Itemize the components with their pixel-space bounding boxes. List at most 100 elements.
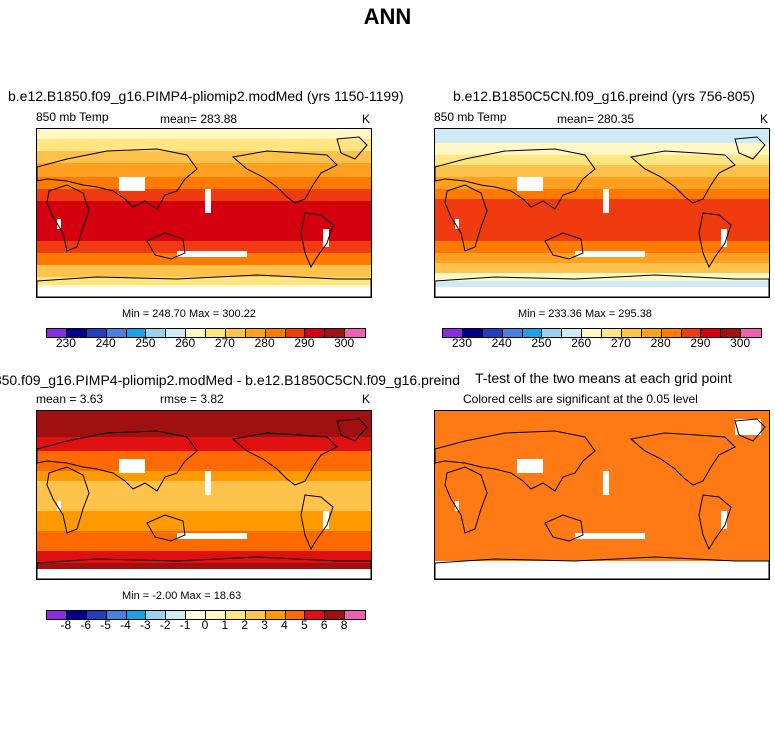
coastline xyxy=(444,466,488,534)
colorbar-tick-label: 280 xyxy=(254,336,275,350)
panel-3-title: b.e12.B1850.f09_g16.PIMP4-pliomip2.modMe… xyxy=(0,372,460,388)
colorbar-swatch xyxy=(66,611,87,619)
panel-1-map xyxy=(36,128,372,298)
panel-3-colorbar xyxy=(46,610,366,620)
panel-2-stats: Min = 233.36 Max = 295.38 xyxy=(518,308,652,320)
colorbar-swatch xyxy=(146,329,167,337)
colorbar-swatch xyxy=(721,329,742,337)
colorbar-swatch xyxy=(522,329,543,337)
panel-4-map xyxy=(434,410,770,580)
colorbar-tick-label: 230 xyxy=(55,336,76,350)
colorbar-tick-label: 300 xyxy=(730,336,751,350)
colorbar-tick-label: 260 xyxy=(175,336,196,350)
colorbar-swatch xyxy=(305,611,326,619)
colorbar-tick-label: 4 xyxy=(281,618,288,632)
colorbar-swatch xyxy=(66,329,87,337)
coastline xyxy=(231,432,338,486)
coastline xyxy=(146,232,186,260)
colorbar-swatch xyxy=(225,329,246,337)
colorbar-swatch xyxy=(661,329,682,337)
colorbar-swatch xyxy=(166,329,187,337)
colorbar-tick-label: 270 xyxy=(610,336,631,350)
panel-1-stats: Min = 248.70 Max = 300.22 xyxy=(122,308,256,320)
panel-1-map-plot xyxy=(37,129,371,297)
colorbar-swatch xyxy=(265,611,286,619)
colorbar-swatch xyxy=(621,329,642,337)
colorbar-swatch xyxy=(562,329,583,337)
colorbar-swatch xyxy=(325,611,346,619)
main-title: ANN xyxy=(363,4,412,29)
panel-1-units: K xyxy=(362,112,371,126)
colorbar-swatch xyxy=(245,329,266,337)
colorbar-swatch xyxy=(542,329,563,337)
colorbar-swatch xyxy=(741,329,761,337)
panel-4-subtitle: Colored cells are significant at the 0.0… xyxy=(463,392,698,406)
panel-4-map-plot xyxy=(435,411,769,579)
colorbar-tick-label: 300 xyxy=(334,336,355,350)
coastline xyxy=(629,432,736,486)
colorbar-swatch xyxy=(225,611,246,619)
panel-4-title: T-test of the two means at each grid poi… xyxy=(475,370,732,386)
coastline xyxy=(435,430,596,492)
colorbar-swatch xyxy=(206,329,226,337)
coastline xyxy=(300,494,334,551)
colorbar-swatch xyxy=(245,611,266,619)
coastline xyxy=(629,150,736,204)
colorbar-swatch xyxy=(502,329,523,337)
panel-1-title: b.e12.B1850.f09_g16.PIMP4-pliomip2.modMe… xyxy=(8,88,404,104)
panel-1-variable: 850 mb Temp xyxy=(36,110,109,124)
colorbar-tick-label: 230 xyxy=(451,336,472,350)
colorbar-swatch xyxy=(602,329,622,337)
coastline xyxy=(698,494,732,551)
colorbar-swatch xyxy=(86,329,107,337)
colorbar-swatch xyxy=(345,329,365,337)
colorbar-swatch xyxy=(186,329,206,337)
colorbar-tick-label: -5 xyxy=(100,618,111,632)
coastline xyxy=(37,556,371,579)
colorbar-tick-label: 3 xyxy=(261,618,268,632)
colorbar-swatch xyxy=(126,611,147,619)
colorbar-swatch xyxy=(443,329,463,337)
panel-2-variable: 850 mb Temp xyxy=(434,110,507,124)
panel-3-map-plot xyxy=(37,411,371,579)
panel-3-mean: mean = 3.63 xyxy=(36,392,104,406)
colorbar-tick-label: 260 xyxy=(571,336,592,350)
panel-3-units: K xyxy=(362,392,371,406)
colorbar-swatch xyxy=(265,329,286,337)
colorbar-swatch xyxy=(47,611,67,619)
coastline xyxy=(544,514,584,542)
coastline xyxy=(336,418,368,442)
colorbar-swatch xyxy=(106,611,127,619)
colorbar-swatch xyxy=(701,329,722,337)
colorbar-tick-label: 2 xyxy=(241,618,249,632)
colorbar-tick-label: 280 xyxy=(650,336,671,350)
coastline xyxy=(734,418,766,442)
colorbar-tick-label: 240 xyxy=(491,336,512,350)
colorbar-tick-label: 270 xyxy=(214,336,235,350)
coastline xyxy=(698,212,732,269)
coastline xyxy=(336,136,368,160)
colorbar-swatch xyxy=(305,329,326,337)
panel-2-mean: mean= 280.35 xyxy=(557,112,635,126)
colorbar-swatch xyxy=(345,611,365,619)
coastline xyxy=(37,430,198,492)
coastline xyxy=(37,148,198,210)
coastline xyxy=(544,232,584,260)
colorbar-swatch xyxy=(166,611,187,619)
colorbar-tick-label: -3 xyxy=(140,618,151,632)
colorbar-tick-label: 5 xyxy=(301,618,308,632)
coastline xyxy=(37,274,371,297)
colorbar-swatch xyxy=(681,329,702,337)
colorbar-swatch xyxy=(285,611,306,619)
colorbar-tick-label: 290 xyxy=(690,336,711,350)
panel-2-colorbar xyxy=(442,328,762,338)
panel-2-units: K xyxy=(760,112,769,126)
colorbar-swatch xyxy=(47,329,67,337)
colorbar-swatch xyxy=(186,611,206,619)
colorbar-swatch xyxy=(206,611,226,619)
panel-1-colorbar xyxy=(46,328,366,338)
colorbar-swatch xyxy=(582,329,602,337)
colorbar-tick-label: -8 xyxy=(60,618,72,632)
colorbar-swatch xyxy=(462,329,483,337)
colorbar-swatch xyxy=(106,329,127,337)
